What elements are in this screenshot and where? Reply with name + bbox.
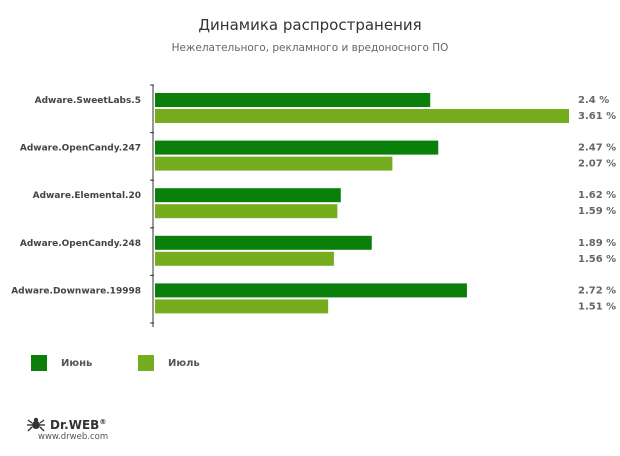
- legend-label-july: Июль: [168, 357, 200, 369]
- category-label: Adware.SweetLabs.5: [35, 96, 141, 106]
- chart-title: Динамика распространения: [198, 16, 422, 34]
- bar: [155, 283, 467, 298]
- brand-url[interactable]: www.drweb.com: [38, 432, 109, 442]
- bar-chart: Adware.SweetLabs.5 2.4 % 3.61 % Adware.Open…: [11, 84, 616, 327]
- bar: [155, 235, 372, 250]
- bar: [155, 188, 341, 203]
- data-label: 2.47 %: [578, 143, 616, 154]
- data-label: 1.56 %: [578, 254, 616, 265]
- data-label: 1.89 %: [578, 238, 616, 249]
- bar: [155, 156, 393, 171]
- category-label: Adware.Downware.19998: [11, 286, 141, 296]
- data-label: 2.72 %: [578, 285, 616, 296]
- data-label: 2.07 %: [578, 159, 616, 170]
- bar: [155, 140, 439, 155]
- bar: [155, 109, 569, 123]
- brand-name: Dr.WEB®: [50, 418, 107, 432]
- category-label: Adware.OpenCandy.247: [20, 144, 141, 154]
- category-label: Adware.Elemental.20: [33, 191, 141, 201]
- data-label: 1.62 %: [578, 190, 616, 201]
- drweb-logo[interactable]: Dr.WEB®: [26, 415, 106, 435]
- legend-item-june: Июнь: [31, 355, 92, 371]
- data-label: 2.4 %: [578, 95, 609, 106]
- data-label: 1.51 %: [578, 301, 616, 312]
- legend-swatch-june: [31, 355, 47, 371]
- bar: [155, 299, 329, 314]
- legend-item-july: Июль: [138, 355, 200, 371]
- bar: [155, 204, 338, 219]
- data-label: 3.61 %: [578, 111, 616, 122]
- category-label: Adware.OpenCandy.248: [20, 239, 141, 249]
- legend-label-june: Июнь: [61, 357, 93, 369]
- spider-icon: [27, 417, 45, 432]
- bar: [155, 93, 431, 107]
- bar: [155, 251, 334, 266]
- data-label: 1.59 %: [578, 206, 616, 217]
- chart-subtitle: Нежелательного, рекламного и вредоносног…: [171, 42, 449, 54]
- legend-swatch-july: [138, 355, 154, 371]
